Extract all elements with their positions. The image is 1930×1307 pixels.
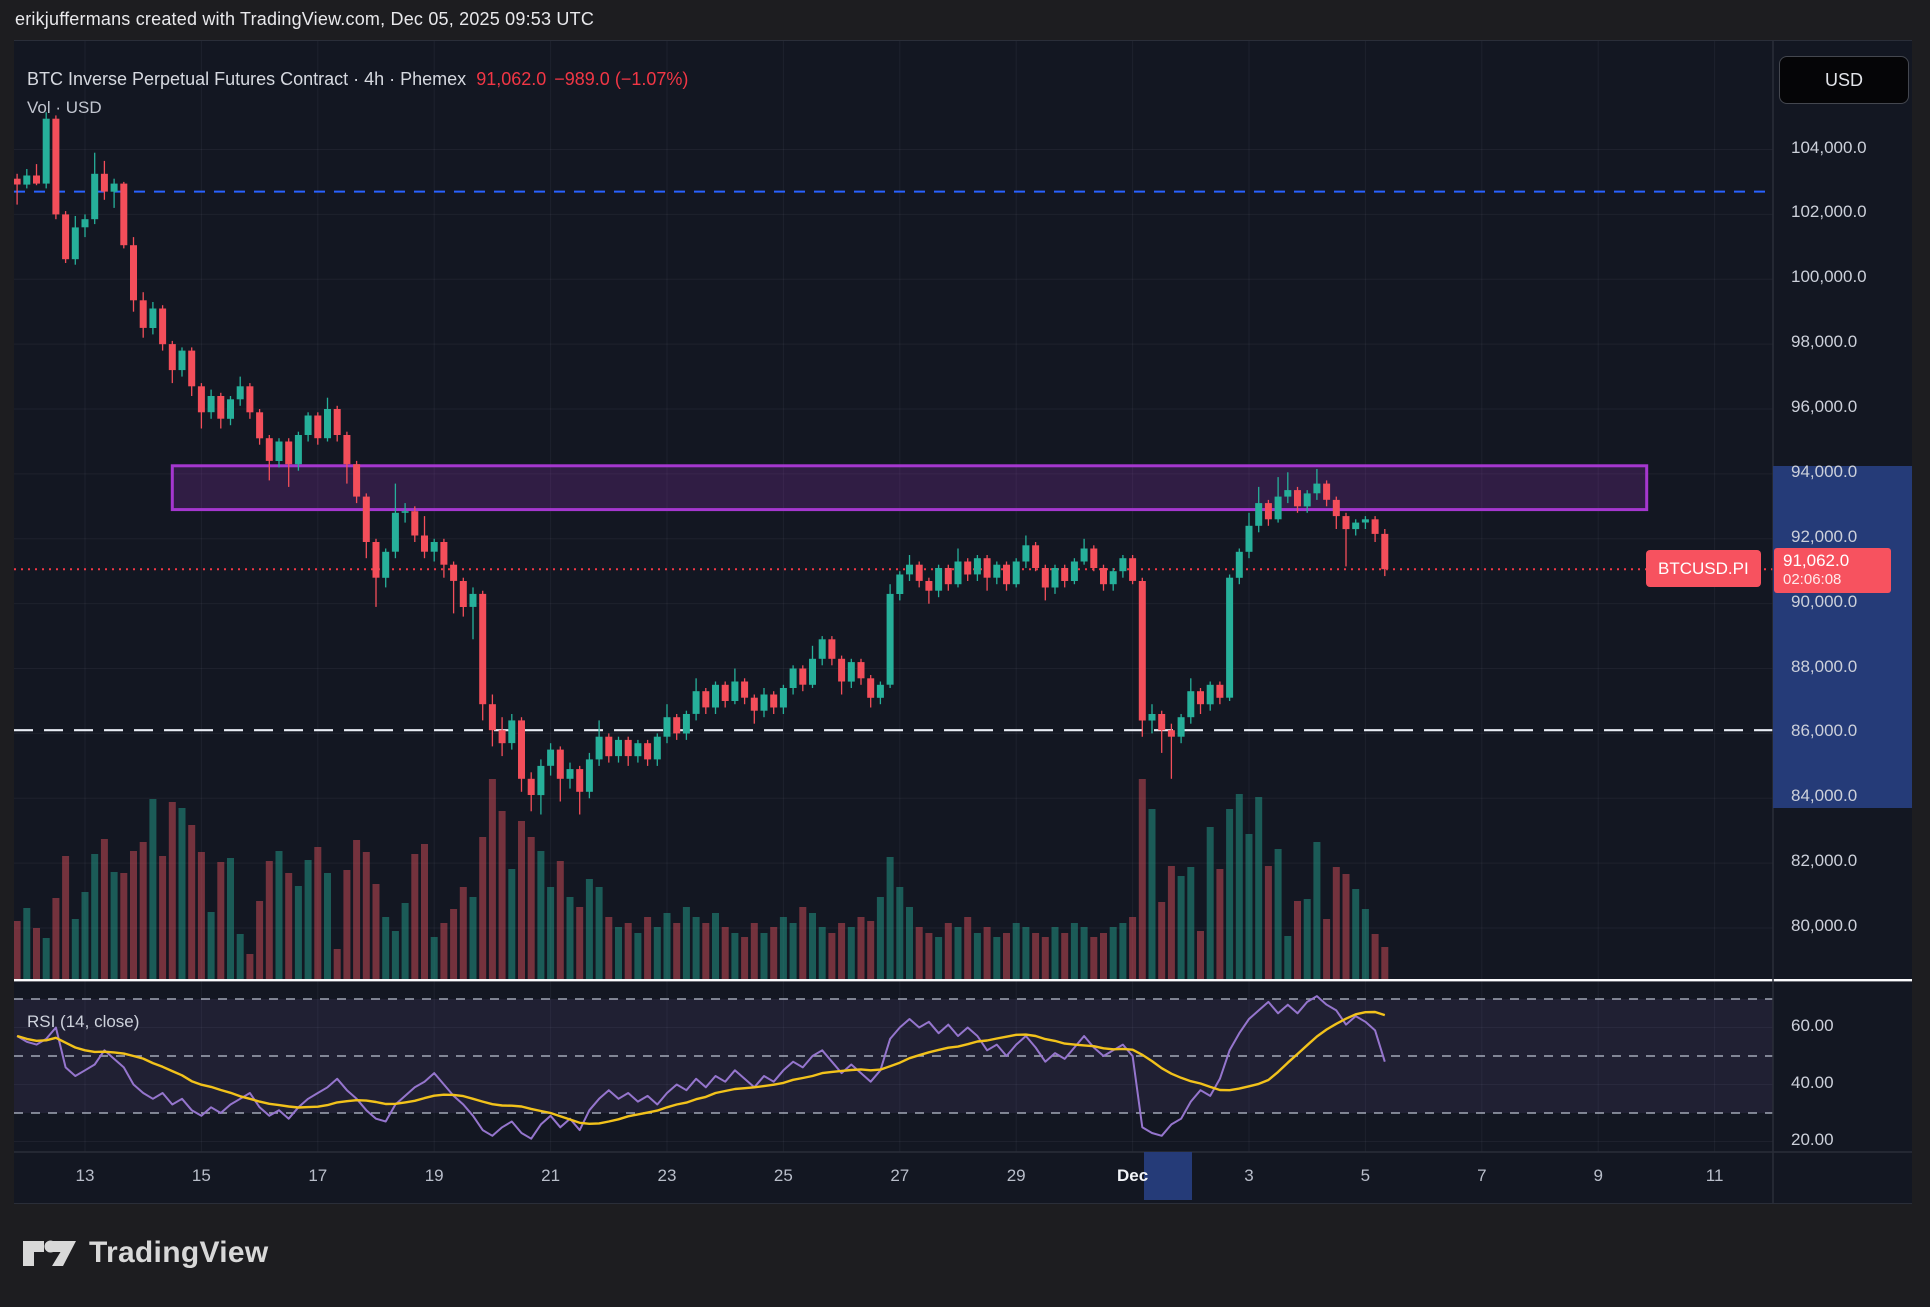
time-axis-label-27: 27 xyxy=(890,1166,910,1185)
price-axis-label: 90,000.0 xyxy=(1791,591,1858,611)
time-axis-label-23: 23 xyxy=(657,1166,677,1185)
time-axis-label-21: 21 xyxy=(541,1166,561,1185)
tradingview-logo[interactable]: TradingView xyxy=(22,1234,268,1272)
price-axis-label: 86,000.0 xyxy=(1791,721,1858,741)
volume-indicator-label[interactable]: Vol · USD xyxy=(27,98,102,117)
price-axis-label: 80,000.0 xyxy=(1791,916,1858,936)
chart-canvas[interactable] xyxy=(14,41,1912,1203)
price-axis-label: 96,000.0 xyxy=(1791,397,1858,417)
time-axis-label-13: 13 xyxy=(75,1166,95,1185)
symbol-title[interactable]: BTC Inverse Perpetual Futures Contract ·… xyxy=(27,69,688,90)
time-axis-label-3: 3 xyxy=(1244,1166,1254,1185)
time-axis-label-7: 7 xyxy=(1477,1166,1487,1185)
price-axis-highlight xyxy=(1773,466,1912,808)
attribution-text: erikjuffermans created with TradingView.… xyxy=(15,9,595,29)
header-last-price: 91,062.0 xyxy=(476,69,547,89)
time-axis-label-19: 19 xyxy=(424,1166,444,1185)
time-axis-label-11: 11 xyxy=(1705,1166,1724,1185)
price-axis-label: 88,000.0 xyxy=(1791,656,1858,676)
price-axis-label: 82,000.0 xyxy=(1791,851,1858,871)
pane-separator[interactable] xyxy=(14,979,1912,982)
symbol-price-flag: BTCUSD.PI xyxy=(1646,550,1761,587)
time-axis-label-29: 29 xyxy=(1006,1166,1026,1185)
symbol-title-text: BTC Inverse Perpetual Futures Contract ·… xyxy=(27,69,467,89)
tradingview-logo-text: TradingView xyxy=(89,1236,269,1269)
rsi-line xyxy=(16,995,1386,1140)
time-axis-label-5: 5 xyxy=(1360,1166,1371,1185)
price-axis-label: 94,000.0 xyxy=(1791,461,1858,481)
tradingview-logo-icon xyxy=(23,1240,76,1266)
price-axis-label: 102,000.0 xyxy=(1791,202,1867,222)
time-axis-label-15: 15 xyxy=(191,1166,211,1185)
time-axis-label-17: 17 xyxy=(308,1166,328,1185)
price-axis-label: 100,000.0 xyxy=(1791,267,1867,287)
price-axis-label: 84,000.0 xyxy=(1791,786,1858,806)
last-price-value: 91,062.0 xyxy=(1783,551,1850,570)
bar-countdown: 02:06:08 xyxy=(1783,571,1842,588)
price-axis-label: 92,000.0 xyxy=(1791,526,1858,546)
last-price-axis-tag: 91,062.0 02:06:08 xyxy=(1774,548,1891,593)
currency-usd-button[interactable]: USD xyxy=(1779,56,1909,104)
supply-zone-rectangle[interactable] xyxy=(170,464,1649,512)
price-axis-label: 104,000.0 xyxy=(1791,137,1867,157)
rsi-axis-label: 40.00 xyxy=(1791,1072,1834,1092)
header-change: −989.0 (−1.07%) xyxy=(554,69,689,89)
time-axis-highlight xyxy=(1144,1152,1192,1200)
rsi-axis-label: 60.00 xyxy=(1791,1015,1834,1035)
time-axis-label-dec: Dec xyxy=(1117,1166,1149,1185)
time-axis-label-9: 9 xyxy=(1593,1166,1603,1185)
rsi-ma-line xyxy=(16,1010,1386,1126)
time-axis-label-25: 25 xyxy=(773,1166,793,1185)
chart-widget[interactable] xyxy=(14,40,1912,1204)
attribution-bar: erikjuffermans created with TradingView.… xyxy=(0,0,1930,40)
candlesticks xyxy=(14,112,1389,815)
price-axis-label: 98,000.0 xyxy=(1791,332,1858,352)
rsi-indicator-label[interactable]: RSI (14, close) xyxy=(27,1012,140,1031)
rsi-axis-label: 20.00 xyxy=(1791,1129,1834,1149)
volume-bars xyxy=(14,779,1389,979)
